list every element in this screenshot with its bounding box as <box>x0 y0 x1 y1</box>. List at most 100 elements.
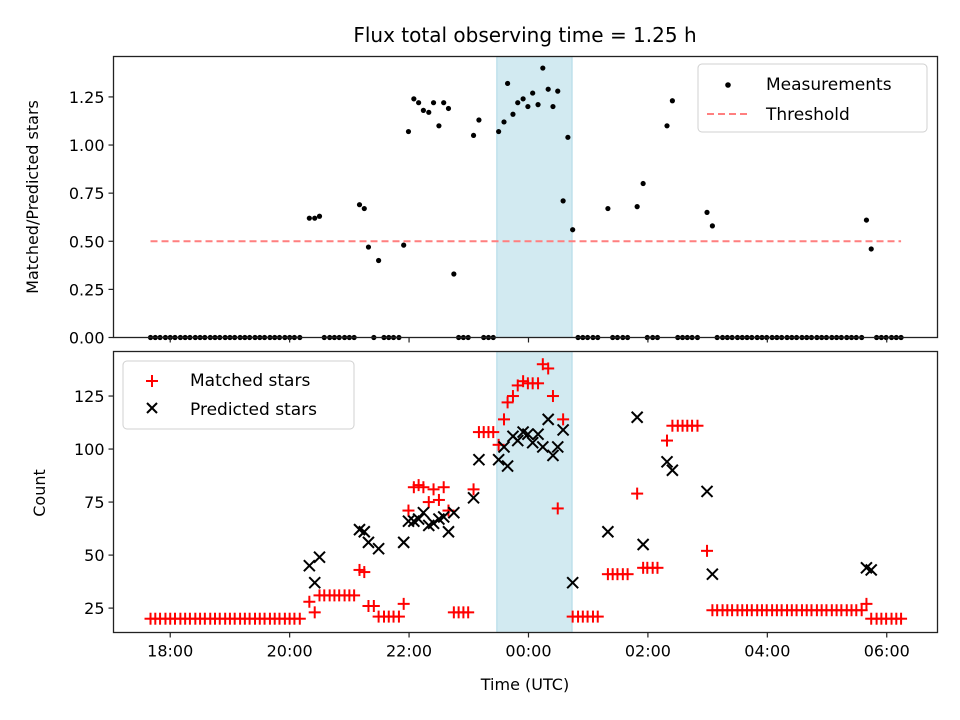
measurement-point <box>868 246 874 252</box>
predicted-star-point <box>601 525 615 538</box>
legend-predicted-marker <box>146 402 158 414</box>
measurement-point <box>426 109 432 115</box>
bottom-ytick-label: 125 <box>74 387 105 406</box>
matched-star-point <box>392 610 405 623</box>
predicted-star-point <box>372 542 385 555</box>
matched-star-point <box>348 589 361 602</box>
measurement-point <box>405 128 412 135</box>
matched-star-point <box>367 599 380 612</box>
measurement-point <box>501 119 507 125</box>
measurement-point <box>664 123 670 129</box>
predicted-star-point <box>362 536 375 549</box>
measurement-point <box>411 96 417 102</box>
measurement-point <box>530 90 536 96</box>
measurement-point <box>704 209 710 215</box>
predicted-star-point <box>313 551 326 564</box>
measurement-point <box>525 103 531 110</box>
predicted-stars-points <box>303 411 878 589</box>
bottom-x-ticks: 18:00 20:00 22:00 00:00 02:00 04:00 06:00 <box>147 632 910 661</box>
matched-star-point <box>498 413 511 426</box>
predicted-star-point <box>497 440 511 454</box>
measurement-point <box>451 271 457 277</box>
predicted-star-point <box>706 567 719 581</box>
matched-star-point <box>308 606 321 619</box>
matched-star-point <box>557 413 570 426</box>
matched-star-point <box>532 377 545 390</box>
measurement-point <box>515 100 521 106</box>
bottom-legend-box <box>122 360 355 430</box>
matched-star-point <box>501 396 514 409</box>
top-legend-box <box>697 63 928 133</box>
measurement-point <box>401 242 407 248</box>
matched-star-point <box>397 597 410 610</box>
measurement-point <box>445 105 452 112</box>
top-axes-frame <box>112 55 939 339</box>
top-y-ticks: 0.00 0.25 0.50 0.75 1.00 1.25 <box>69 88 114 348</box>
bottom-ytick-label: 50 <box>84 546 104 565</box>
measurement-point <box>420 107 426 113</box>
measurement-point <box>361 205 367 212</box>
predicted-star-point <box>666 464 679 477</box>
chart-title: Flux total observing time = 1.25 h <box>353 23 696 47</box>
measurement-point <box>570 227 576 233</box>
measurement-point <box>565 134 571 140</box>
matched-star-point <box>462 606 475 619</box>
predicted-star-point <box>660 455 674 468</box>
matched-star-point <box>402 504 415 517</box>
measurement-point <box>640 180 646 187</box>
predicted-star-point <box>630 411 644 424</box>
matched-star-point <box>546 390 559 403</box>
matched-star-point <box>542 362 555 375</box>
measurement-point <box>605 205 611 212</box>
predicted-star-point <box>467 491 480 505</box>
predicted-star-point <box>412 512 425 526</box>
measurement-point <box>535 102 541 108</box>
predicted-star-point <box>358 525 371 538</box>
matched-star-point <box>621 568 634 581</box>
predicted-star-point <box>541 413 555 426</box>
measurement-point <box>312 215 318 221</box>
bottom-xtick-label: 18:00 <box>147 642 193 661</box>
predicted-star-point <box>501 459 514 473</box>
measurement-point <box>441 100 447 106</box>
x-axis-label: Time (UTC) <box>480 675 569 694</box>
bottom-ytick-label: 25 <box>84 599 104 618</box>
top-ytick-label: 1.25 <box>69 88 105 107</box>
measurement-point <box>356 202 363 208</box>
top-ytick-label: 0.00 <box>69 329 105 348</box>
matched-star-point <box>358 566 371 579</box>
matched-star-point <box>691 419 704 432</box>
matched-star-point <box>293 612 306 625</box>
predicted-star-point <box>636 538 650 551</box>
legend-measurements-marker <box>725 82 731 88</box>
predicted-star-point <box>447 506 461 519</box>
measurement-point <box>365 244 372 250</box>
matched-star-point <box>467 483 480 496</box>
predicted-star-point <box>531 428 545 441</box>
measurement-point <box>669 98 675 104</box>
matched-star-point <box>701 544 714 557</box>
matched-star-point <box>506 390 519 403</box>
matched-star-point <box>651 561 664 574</box>
matched-star-point <box>591 610 604 623</box>
predicted-star-point <box>865 563 878 577</box>
matched-star-point <box>860 597 873 610</box>
bottom-axes-frame <box>112 350 939 634</box>
measurement-point <box>545 86 551 92</box>
predicted-star-point <box>556 423 570 437</box>
predicted-star-point <box>492 453 505 466</box>
matched-star-point <box>661 434 674 447</box>
matched-star-point <box>855 604 868 617</box>
top-shaded-span <box>496 56 573 338</box>
measurement-point <box>520 96 526 102</box>
top-ytick-label: 0.25 <box>69 280 105 299</box>
bottom-xtick-label: 00:00 <box>505 642 551 661</box>
predicted-star-point <box>566 576 579 589</box>
measurement-points <box>147 65 904 341</box>
measurement-point <box>316 213 323 219</box>
measurement-point <box>416 100 422 106</box>
legend-threshold-label: Threshold <box>765 105 850 125</box>
predicted-star-point <box>536 440 550 454</box>
bottom-shaded-span <box>496 351 573 633</box>
